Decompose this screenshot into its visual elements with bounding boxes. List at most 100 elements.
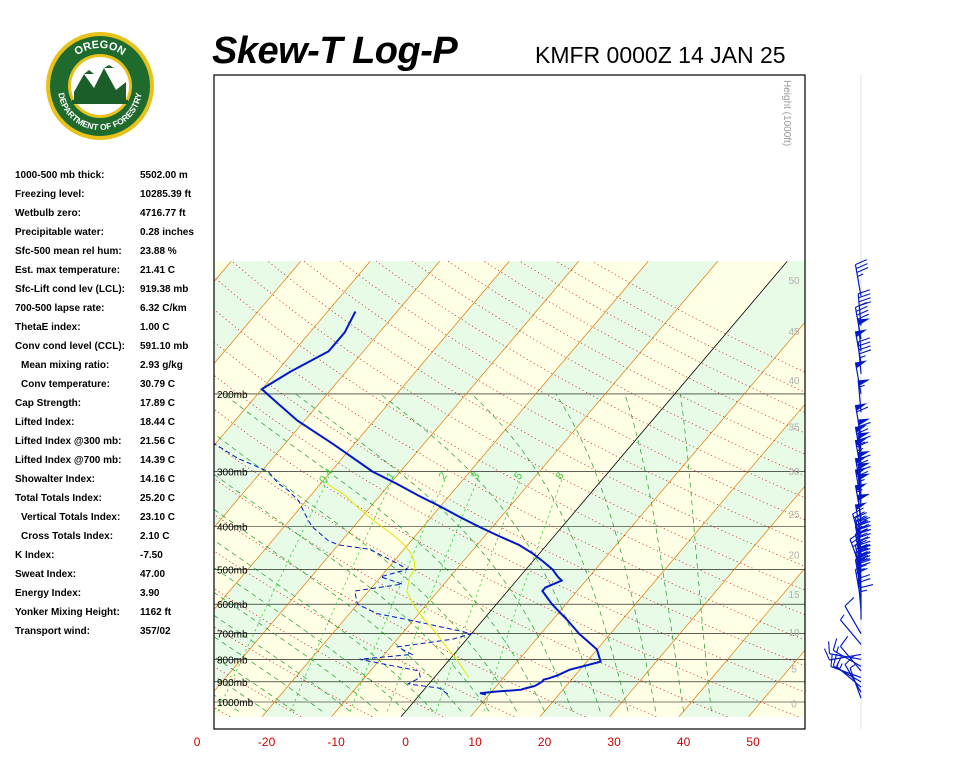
mixing-ratio-line	[217, 477, 330, 712]
temperature-tick-label: 20	[538, 735, 552, 749]
wind-barb-flag	[858, 297, 871, 303]
wind-barb-staff	[854, 458, 862, 490]
temperature-tick-label: -10	[327, 735, 345, 749]
index-row: Sfc-500 mean rel hum: 23.88 %	[15, 246, 215, 265]
isotherm-line	[214, 261, 440, 529]
wind-barb-flag	[858, 533, 871, 539]
wind-barb-staff	[854, 485, 862, 517]
height-labels: 0 5 10 15 20 25 30 35 40 45 50	[788, 276, 800, 711]
wind-barb-staff	[854, 569, 862, 602]
index-row: Precipitable water: 0.28 inches	[15, 227, 215, 246]
moist-adiabat	[214, 567, 406, 712]
wind-barb-half-flag	[839, 614, 845, 621]
temperature-profile	[260, 311, 602, 696]
index-label: Lifted Index @300 mb:	[15, 436, 122, 447]
index-value: 5502.00 m	[140, 170, 188, 181]
wind-barb-staff	[839, 645, 862, 672]
temperature-band	[818, 261, 960, 716]
height-label: 15	[788, 590, 800, 601]
isotherm-line	[818, 261, 960, 716]
index-row: Est. max temperature: 21.41 C	[15, 265, 215, 284]
wind-barb	[860, 584, 874, 620]
pressure-label: 600mb	[217, 600, 248, 611]
index-label: K Index:	[15, 550, 55, 561]
wind-barb	[854, 301, 870, 339]
dry-adiabat	[214, 276, 805, 616]
index-row: ThetaE index: 1.00 C	[15, 322, 215, 341]
wind-barb-staff	[829, 653, 862, 660]
wind-barb	[857, 379, 871, 413]
temperature-tick-label: 0	[194, 735, 201, 749]
pressure-label: 300mb	[217, 468, 248, 479]
height-label: 10	[788, 628, 800, 639]
wind-barb-flag	[830, 654, 833, 667]
wind-barb-half-flag	[836, 646, 839, 653]
moist-adiabat	[214, 656, 295, 712]
index-value: 4716.77 ft	[140, 208, 186, 219]
wind-barb	[832, 638, 862, 667]
index-value: 17.89 C	[140, 398, 176, 409]
index-value: 3.90	[140, 588, 160, 599]
height-label: 0	[791, 700, 797, 711]
wind-barb-flag	[832, 653, 838, 666]
wind-barb-flag	[832, 638, 838, 651]
wind-barb-staff	[844, 605, 862, 635]
index-value: 14.39 C	[140, 455, 176, 466]
moist-adiabat	[295, 393, 573, 712]
wind-barb-flag	[858, 435, 871, 441]
mixing-ratio-label: 2	[437, 470, 450, 482]
index-label: Sweat Index:	[15, 569, 77, 580]
wind-barb-flag	[859, 349, 872, 355]
wind-barb-staff	[829, 653, 862, 661]
index-value: -7.50	[140, 550, 163, 561]
isobar-lines	[214, 393, 805, 703]
pressure-label: 800mb	[217, 655, 248, 666]
wind-barb-flag	[855, 259, 867, 266]
temperature-tick-label: 40	[677, 735, 691, 749]
wind-barb-pennant	[858, 473, 871, 481]
index-value: 23.10 C	[140, 512, 176, 523]
wind-barb	[844, 597, 862, 635]
temperature-tick-labels: 0 -20 -10 0 10 20 30 40 50	[194, 735, 760, 749]
index-value: 21.41 C	[140, 265, 176, 276]
moist-adiabat	[680, 393, 712, 712]
wind-barb-flag	[844, 597, 855, 607]
isotherm-line	[678, 567, 805, 717]
height-label: 5	[791, 664, 797, 675]
svg-text:OREGON: OREGON	[72, 39, 127, 58]
wind-barb-flag	[853, 511, 865, 519]
moist-adiabat	[214, 636, 323, 712]
wind-barb-staff	[844, 664, 862, 693]
mixing-ratio-lines	[217, 477, 563, 712]
index-value: 18.44 C	[140, 417, 176, 428]
index-value: 591.10 mb	[140, 341, 189, 352]
temperature-tick-label: 50	[746, 735, 760, 749]
mixing-ratio-label: 1	[384, 470, 397, 482]
index-label: Energy Index:	[15, 588, 82, 599]
index-value: 21.56 C	[140, 436, 176, 447]
wind-barb	[839, 614, 862, 645]
isotherm-line	[214, 261, 301, 365]
height-label: 20	[788, 551, 800, 562]
temperature-band	[401, 261, 805, 717]
index-value: 357/02	[140, 626, 171, 637]
mixing-ratio-label: 8	[553, 470, 566, 482]
index-value: 10285.39 ft	[140, 189, 192, 200]
wind-barb	[854, 329, 868, 363]
wind-barb-flag	[857, 313, 870, 320]
wind-barbs	[823, 259, 874, 699]
wind-barb-flag	[860, 584, 874, 589]
isotherm-line	[609, 485, 805, 717]
wind-barb-flag	[859, 528, 872, 534]
index-label: Est. max temperature:	[15, 265, 121, 276]
wind-barb-pennant	[858, 432, 871, 440]
wind-barb-flag	[856, 428, 869, 435]
wind-barb-staff	[854, 439, 862, 472]
index-row: Vertical Totals Index: 23.10 C	[15, 512, 215, 531]
index-label: 700-500 lapse rate:	[15, 303, 105, 314]
temperature-tick-label: 10	[468, 735, 482, 749]
mixing-ratio-line	[349, 477, 447, 712]
wind-barb-half-flag	[849, 664, 856, 669]
index-row: Sfc-Lift cond lev (LCL): 919.38 mb	[15, 284, 215, 303]
index-value: 1162 ft	[140, 607, 172, 618]
